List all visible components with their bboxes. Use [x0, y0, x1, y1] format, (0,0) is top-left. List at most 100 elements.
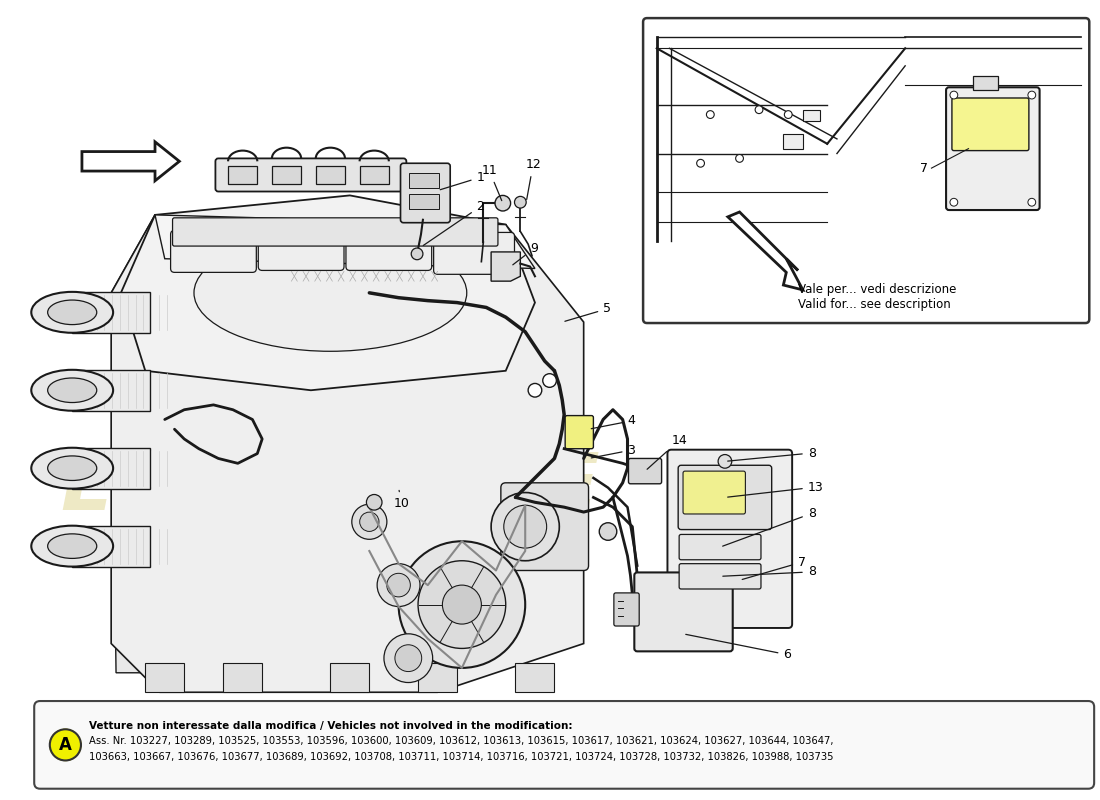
Text: 11: 11	[482, 164, 502, 201]
Circle shape	[352, 504, 387, 539]
Bar	[73, 448, 150, 489]
Circle shape	[950, 91, 958, 99]
Circle shape	[950, 198, 958, 206]
Circle shape	[442, 585, 482, 624]
Circle shape	[395, 645, 421, 671]
Text: Ass. Nr. 103227, 103289, 103525, 103553, 103596, 103600, 103609, 103612, 103613,: Ass. Nr. 103227, 103289, 103525, 103553,…	[89, 736, 834, 746]
Circle shape	[736, 154, 744, 162]
Circle shape	[755, 106, 763, 114]
Text: 10: 10	[394, 490, 409, 510]
Circle shape	[495, 195, 510, 211]
Circle shape	[411, 248, 422, 260]
Polygon shape	[728, 212, 803, 290]
Circle shape	[600, 522, 617, 540]
Circle shape	[515, 196, 526, 208]
Text: 14: 14	[647, 434, 688, 470]
Circle shape	[1027, 198, 1036, 206]
Circle shape	[50, 730, 81, 761]
Ellipse shape	[31, 448, 113, 489]
Text: A: A	[59, 736, 72, 754]
Text: 103663, 103667, 103676, 103677, 103689, 103692, 103708, 103711, 103714, 103716, : 103663, 103667, 103676, 103677, 103689, …	[89, 752, 834, 762]
FancyBboxPatch shape	[500, 483, 588, 570]
Ellipse shape	[47, 300, 97, 325]
Text: EUROSPARE: EUROSPARE	[60, 449, 601, 526]
FancyBboxPatch shape	[628, 458, 661, 484]
Text: 13: 13	[728, 481, 824, 497]
Ellipse shape	[194, 234, 466, 351]
FancyBboxPatch shape	[668, 450, 792, 628]
Polygon shape	[491, 252, 520, 281]
Circle shape	[706, 110, 714, 118]
FancyBboxPatch shape	[34, 701, 1094, 789]
Polygon shape	[121, 195, 535, 390]
Polygon shape	[111, 215, 160, 673]
FancyBboxPatch shape	[400, 163, 450, 222]
Text: 8: 8	[728, 446, 816, 461]
Bar	[73, 526, 150, 566]
Bar	[272, 166, 301, 184]
Bar	[418, 663, 456, 692]
Text: Vetture non interessate dalla modifica / Vehicles not involved in the modificati: Vetture non interessate dalla modifica /…	[89, 721, 572, 730]
Circle shape	[387, 574, 410, 597]
FancyBboxPatch shape	[679, 466, 772, 530]
Circle shape	[384, 634, 432, 682]
FancyBboxPatch shape	[683, 471, 746, 514]
Text: 12: 12	[525, 158, 541, 199]
Circle shape	[491, 493, 559, 561]
Bar	[145, 663, 184, 692]
FancyBboxPatch shape	[433, 233, 515, 274]
FancyBboxPatch shape	[679, 564, 761, 589]
Text: 2: 2	[424, 200, 484, 246]
Circle shape	[718, 454, 732, 468]
FancyBboxPatch shape	[565, 415, 593, 449]
Text: 8: 8	[723, 566, 816, 578]
FancyBboxPatch shape	[946, 87, 1040, 210]
Ellipse shape	[47, 534, 97, 558]
FancyBboxPatch shape	[952, 98, 1028, 150]
Bar	[516, 663, 554, 692]
FancyBboxPatch shape	[173, 218, 498, 246]
Bar	[360, 166, 388, 184]
Text: 9: 9	[513, 242, 538, 265]
Text: Valid for... see description: Valid for... see description	[798, 298, 950, 310]
Ellipse shape	[31, 370, 113, 410]
FancyBboxPatch shape	[258, 229, 344, 270]
Circle shape	[377, 564, 420, 606]
Circle shape	[418, 561, 506, 649]
Polygon shape	[81, 142, 179, 181]
Circle shape	[360, 512, 379, 531]
Bar	[228, 166, 257, 184]
Bar	[223, 663, 262, 692]
Ellipse shape	[47, 378, 97, 402]
Text: 1: 1	[440, 171, 484, 190]
FancyBboxPatch shape	[635, 573, 733, 651]
Bar	[974, 75, 998, 90]
Bar	[73, 370, 150, 410]
Text: 8: 8	[723, 507, 816, 546]
Circle shape	[1027, 91, 1036, 99]
Bar	[803, 110, 821, 122]
FancyBboxPatch shape	[644, 18, 1089, 323]
Text: 7: 7	[920, 162, 927, 174]
Bar	[783, 134, 803, 149]
Circle shape	[398, 542, 525, 668]
FancyBboxPatch shape	[679, 534, 761, 560]
Text: 6: 6	[685, 634, 791, 661]
Bar	[409, 194, 439, 209]
Ellipse shape	[31, 292, 113, 333]
Circle shape	[528, 383, 542, 397]
Circle shape	[696, 159, 704, 167]
Bar	[73, 292, 150, 333]
FancyBboxPatch shape	[170, 230, 256, 272]
FancyBboxPatch shape	[216, 158, 406, 191]
Ellipse shape	[31, 526, 113, 566]
Text: 7: 7	[742, 556, 806, 579]
Text: 5: 5	[565, 302, 612, 322]
Circle shape	[366, 494, 382, 510]
Text: 4: 4	[592, 414, 636, 429]
FancyBboxPatch shape	[346, 229, 431, 270]
Text: 3: 3	[592, 443, 636, 458]
Text: Vale per... vedi descrizione: Vale per... vedi descrizione	[798, 283, 956, 296]
Ellipse shape	[47, 456, 97, 481]
Text: parts: parts	[272, 525, 370, 558]
